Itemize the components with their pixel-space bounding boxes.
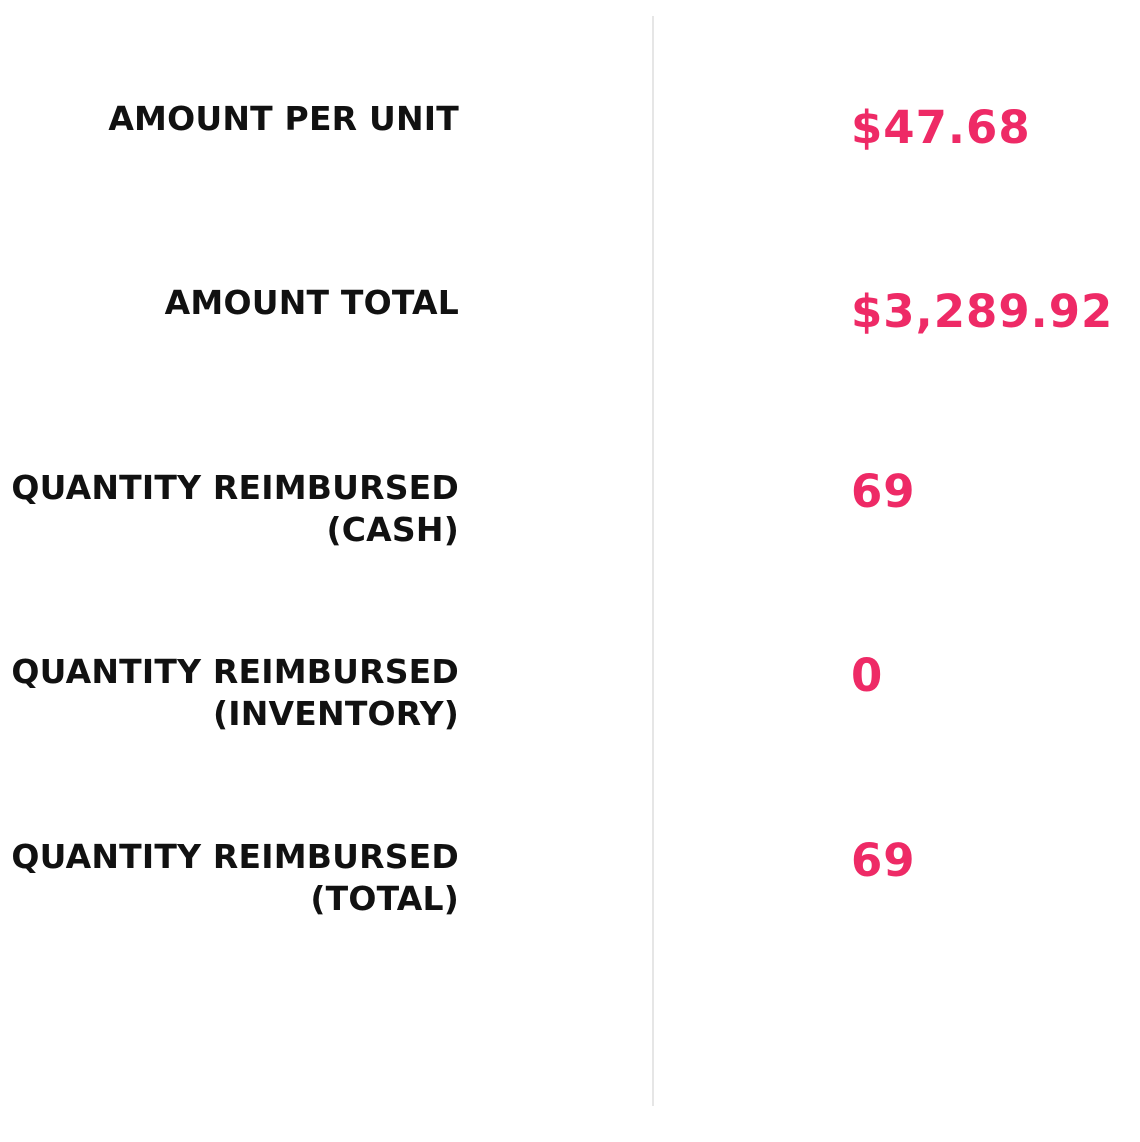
row-quantity-reimbursed-inventory-label: QUANTITY REIMBURSED (INVENTORY) xyxy=(0,651,459,735)
label-line: QUANTITY REIMBURSED xyxy=(11,468,459,507)
row-amount-total-value: $3,289.92 xyxy=(851,285,1114,338)
row-amount-per-unit-label: AMOUNT PER UNIT xyxy=(0,98,459,140)
label-line: QUANTITY REIMBURSED xyxy=(11,652,459,691)
row-quantity-reimbursed-total-value: 69 xyxy=(851,834,916,887)
row-quantity-reimbursed-total-label: QUANTITY REIMBURSED (TOTAL) xyxy=(0,836,459,920)
label-line: AMOUNT PER UNIT xyxy=(108,99,459,138)
label-line: AMOUNT TOTAL xyxy=(164,283,459,322)
label-line: (TOTAL) xyxy=(310,879,459,918)
row-amount-per-unit-value: $47.68 xyxy=(851,101,1031,154)
label-line: QUANTITY REIMBURSED xyxy=(11,837,459,876)
row-quantity-reimbursed-cash-value: 69 xyxy=(851,465,916,518)
label-line: (INVENTORY) xyxy=(212,694,459,733)
row-quantity-reimbursed-cash-label: QUANTITY REIMBURSED (CASH) xyxy=(0,467,459,551)
label-line: (CASH) xyxy=(326,510,459,549)
row-amount-total-label: AMOUNT TOTAL xyxy=(0,282,459,324)
row-quantity-reimbursed-inventory-value: 0 xyxy=(851,649,884,702)
column-divider xyxy=(652,16,654,1106)
